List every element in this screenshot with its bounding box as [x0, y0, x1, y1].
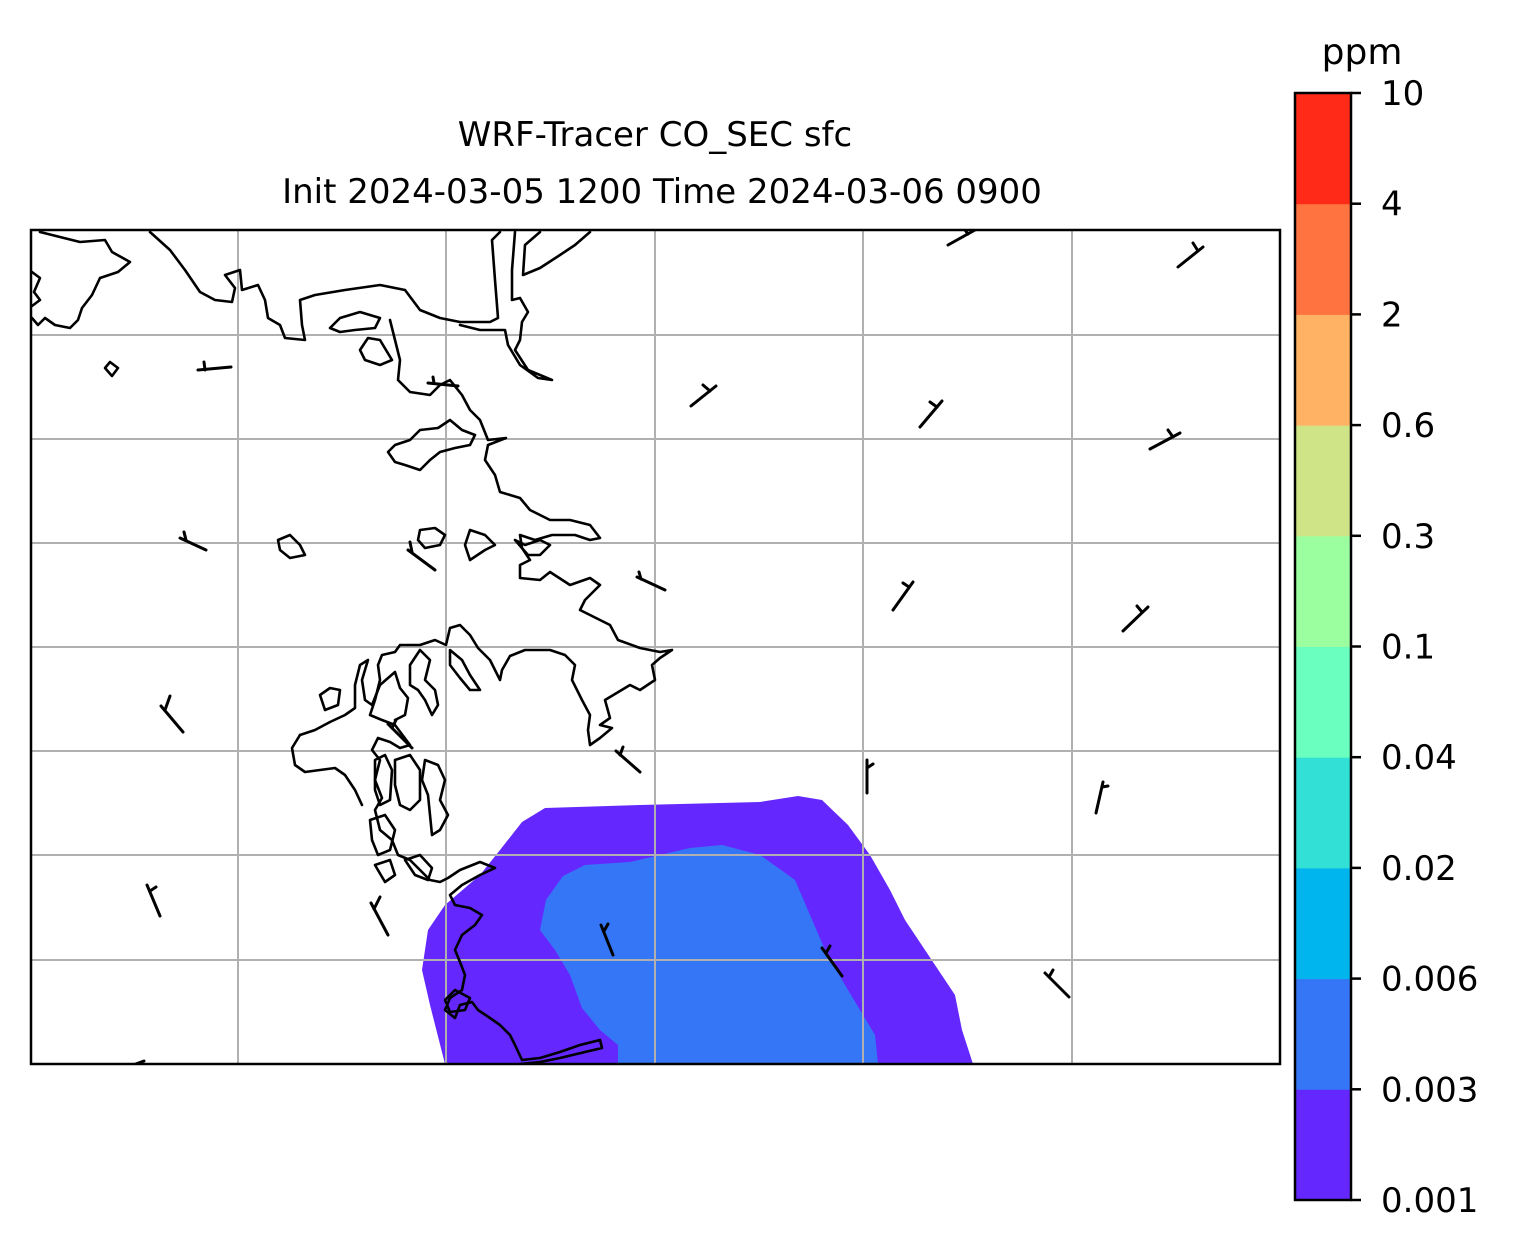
colorbar-tick-label: 0.04: [1381, 738, 1457, 778]
wind-barb: [1176, 241, 1205, 269]
colorbar-band: [1295, 867, 1351, 980]
wind-barb: [178, 530, 208, 552]
wind-barb: [369, 895, 390, 937]
wind-barb: [426, 375, 460, 388]
wind-barb: [689, 383, 718, 408]
colorbar-tick-label: 2: [1381, 295, 1403, 335]
colorbar-band: [1295, 314, 1351, 426]
colorbar-tick-label: 0.02: [1381, 849, 1457, 889]
colorbar-frame: [1293, 91, 1353, 1202]
map-title-line-1: WRF-Tracer CO_SEC sfc: [458, 115, 852, 155]
colorbar-tick-label: 4: [1381, 185, 1403, 225]
colorbar-tick-label: 0.1: [1381, 628, 1435, 668]
wind-barb: [386, 718, 414, 750]
colorbar-band: [1295, 646, 1351, 758]
colorbar-tick-label: 0.3: [1381, 517, 1435, 557]
colorbar-band: [1295, 1089, 1351, 1201]
wind-barb: [159, 694, 185, 734]
colorbar-tick-label: 10: [1381, 74, 1424, 114]
map-title-line-2: Init 2024-03-05 1200 Time 2024-03-06 090…: [282, 172, 1042, 212]
colorbar-tick-label: 0.001: [1381, 1181, 1478, 1221]
wind-barb: [599, 922, 615, 957]
wind-barb: [1121, 604, 1150, 633]
wind-barb: [131, 1059, 146, 1064]
colorbar: ppm 0.001 0.003 0.006 0.02 0.04 0.1 0.3 0.6 2 4 10: [1293, 32, 1478, 1221]
wind-barb: [1043, 968, 1071, 999]
colorbar-band: [1295, 978, 1351, 1090]
wind-barb: [820, 944, 844, 978]
wind-barb: [196, 360, 233, 372]
map-panel: [29, 228, 1282, 1066]
colorbar-unit-label: ppm: [1322, 32, 1403, 73]
coastline: [31, 230, 674, 1064]
wind-barb: [406, 540, 437, 572]
wind-barb: [865, 758, 875, 795]
map-gridlines: [31, 230, 1280, 1064]
colorbar-band: [1295, 757, 1351, 869]
wind-barb: [614, 745, 642, 774]
wind-barb: [918, 399, 944, 429]
tracer-contour-mid: [540, 845, 878, 1064]
wind-barbs: [131, 230, 1205, 1064]
colorbar-band: [1295, 93, 1351, 205]
colorbar-band: [1295, 535, 1351, 647]
colorbar-ticks: 0.001 0.003 0.006 0.02 0.04 0.1 0.3 0.6 2 4 10: [1351, 74, 1478, 1221]
colorbar-tick-label: 0.6: [1381, 406, 1435, 446]
wind-barb: [635, 570, 667, 592]
colorbar-bands: [1295, 93, 1351, 1201]
wind-barb: [145, 883, 162, 918]
colorbar-tick-label: 0.003: [1381, 1070, 1478, 1110]
wind-barb: [1148, 428, 1182, 451]
map-frame: [29, 228, 1282, 1066]
colorbar-band: [1295, 425, 1351, 537]
wind-barb: [891, 580, 915, 612]
colorbar-tick-label: 0.006: [1381, 960, 1478, 1000]
wind-barb: [1094, 780, 1110, 815]
wind-barb: [946, 230, 977, 247]
colorbar-band: [1295, 203, 1351, 315]
